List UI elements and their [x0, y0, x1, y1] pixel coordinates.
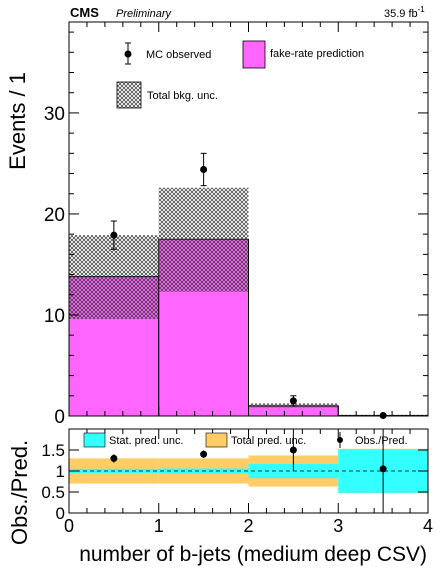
preliminary-label: Preliminary — [116, 8, 173, 20]
legend-prediction-swatch — [242, 40, 266, 69]
ratio-y-axis-title: Obs./Pred. — [7, 440, 32, 545]
observed-point — [379, 411, 387, 419]
y-tick-label: 0 — [54, 407, 65, 428]
legend-observed-marker — [124, 50, 132, 58]
ratio-bands — [69, 448, 428, 494]
main-plot: 0 10 20 30 Events / 1 — [5, 21, 429, 428]
observed-point — [110, 231, 118, 239]
main-legend: MC observed fake-rate prediction Total b… — [116, 40, 364, 109]
x-axis-title: number of b-jets (medium deep CSV) — [79, 543, 427, 566]
ratio-y-tick-label: 0 — [56, 504, 65, 523]
ratio-legend-total-swatch — [205, 432, 228, 448]
luminosity-label: 35.9 fb-1 — [384, 5, 425, 20]
ratio-y-tick-label: 0.5 — [41, 483, 65, 502]
luminosity-value: 35.9 fb — [384, 8, 418, 20]
ratio-legend-obs-label: Obs./Pred. — [355, 435, 408, 447]
x-tick-label: 1 — [154, 516, 164, 536]
x-tick-label: 3 — [333, 516, 343, 536]
y-tick-label: 10 — [44, 306, 65, 327]
legend-prediction-label: fake-rate prediction — [270, 48, 364, 60]
main-y-axis-title: Events / 1 — [5, 72, 30, 170]
ratio-point — [289, 446, 297, 454]
ratio-legend-stat-label: Stat. pred. unc. — [109, 435, 184, 447]
ratio-legend-obs-marker — [337, 437, 343, 443]
ratio-plot: 0 0.5 1 1.5 0 1 2 3 4 Obs./Pred. number of b-jet… — [7, 428, 433, 566]
ratio-legend: Stat. pred. unc. Total pred. unc. Obs./P… — [83, 432, 408, 448]
observed-point — [289, 397, 297, 405]
ratio-point — [110, 454, 118, 462]
luminosity-exponent: -1 — [418, 5, 426, 14]
legend-bkgunc-label: Total bkg. unc. — [147, 90, 218, 102]
ratio-points — [110, 429, 387, 513]
observed-point — [200, 165, 208, 173]
ratio-axes: 0 0.5 1 1.5 0 1 2 3 4 — [41, 429, 433, 536]
y-tick-label: 30 — [44, 104, 65, 125]
x-tick-label: 4 — [423, 516, 433, 536]
prediction-bars — [68, 187, 429, 417]
x-tick-label: 2 — [243, 516, 253, 536]
ratio-legend-stat-swatch — [83, 432, 106, 448]
ratio-y-tick-label: 1 — [56, 462, 65, 481]
main-axes: 0 10 20 30 — [44, 22, 429, 428]
cms-label: CMS — [70, 5, 99, 20]
ratio-point — [200, 450, 208, 458]
y-tick-label: 20 — [44, 205, 65, 226]
observed-points — [110, 152, 387, 419]
ratio-legend-total-label: Total pred. unc. — [231, 435, 306, 447]
bkg-unc-band — [158, 187, 249, 292]
ratio-point — [379, 465, 387, 473]
x-tick-label: 0 — [64, 516, 74, 536]
ratio-y-tick-label: 1.5 — [41, 441, 65, 460]
legend-observed-label: MC observed — [146, 49, 211, 61]
legend-bkgunc-swatch — [116, 81, 142, 109]
